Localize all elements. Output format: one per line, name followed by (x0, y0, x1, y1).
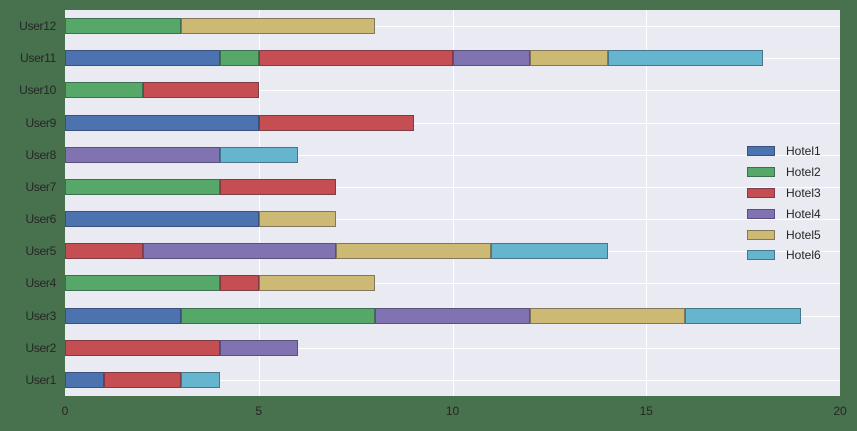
gridline-y (65, 26, 840, 27)
legend-swatch (747, 250, 775, 261)
legend-label: Hotel1 (786, 144, 821, 159)
bar-user10 (65, 82, 259, 98)
bar-segment-hotel3 (258, 50, 453, 66)
bar-segment-hotel1 (65, 115, 259, 131)
legend-label: Hotel5 (786, 227, 821, 242)
legend-label: Hotel2 (786, 165, 821, 180)
gridline-y (65, 219, 840, 220)
legend-swatch (747, 146, 775, 157)
y-tick-label: User1 (25, 372, 56, 387)
bar-user8 (65, 147, 298, 163)
legend-label: Hotel4 (786, 206, 821, 221)
x-tick-label: 5 (255, 404, 263, 418)
legend-item-hotel6: Hotel6 (747, 245, 821, 266)
bar-user7 (65, 179, 337, 195)
x-tick-label: 15 (639, 404, 653, 418)
bar-segment-hotel5 (181, 18, 375, 34)
bar-segment-hotel3 (103, 372, 182, 388)
bar-user5 (65, 243, 608, 259)
gridline-y (65, 187, 840, 188)
x-tick-label: 20 (833, 404, 847, 418)
y-tick-label: User12 (19, 19, 56, 34)
y-tick-label: User5 (25, 244, 56, 259)
bar-segment-hotel1 (65, 50, 220, 66)
y-tick-label: User10 (19, 83, 56, 98)
legend: Hotel1 Hotel2 Hotel3 Hotel4 Hotel5 Hotel6 (747, 141, 821, 266)
bar-segment-hotel2 (65, 82, 143, 98)
gridline-x (452, 10, 454, 396)
bar-segment-hotel6 (607, 50, 763, 66)
x-tick-label: 10 (445, 404, 460, 418)
bar-user3 (65, 308, 802, 324)
bar-segment-hotel3 (65, 243, 143, 259)
bar-segment-hotel4 (142, 243, 337, 259)
y-tick-label: User9 (25, 115, 56, 130)
bar-segment-hotel4 (220, 340, 298, 356)
gridline-y (65, 90, 840, 91)
legend-swatch (747, 229, 775, 240)
bar-segment-hotel6 (220, 147, 298, 163)
bar-segment-hotel4 (65, 147, 220, 163)
bar-segment-hotel5 (258, 211, 337, 227)
bar-segment-hotel6 (181, 372, 220, 388)
gridline-y (65, 283, 840, 284)
bar-segment-hotel2 (65, 275, 220, 291)
bar-segment-hotel3 (258, 115, 414, 131)
legend-item-hotel1: Hotel1 (747, 141, 821, 162)
bar-segment-hotel2 (181, 308, 375, 324)
bar-segment-hotel5 (530, 50, 608, 66)
bar-user6 (65, 211, 337, 227)
gridline-y (65, 380, 840, 381)
y-tick-label: User7 (25, 179, 56, 194)
y-tick-label: User8 (25, 147, 56, 162)
gridline-y (65, 348, 840, 349)
legend-swatch (747, 167, 775, 178)
bar-segment-hotel3 (220, 179, 337, 195)
legend-item-hotel3: Hotel3 (747, 183, 821, 204)
bar-user12 (65, 18, 375, 34)
bar-user2 (65, 340, 298, 356)
gridline-x (646, 10, 648, 396)
bar-segment-hotel2 (65, 18, 182, 34)
bar-segment-hotel5 (530, 308, 685, 324)
y-tick-label: User2 (25, 340, 56, 355)
bar-user9 (65, 115, 414, 131)
bar-segment-hotel1 (65, 211, 259, 227)
legend-item-hotel5: Hotel5 (747, 224, 821, 245)
bar-segment-hotel3 (142, 82, 259, 98)
bar-segment-hotel4 (375, 308, 530, 324)
bar-segment-hotel5 (336, 243, 492, 259)
y-tick-label: User6 (25, 212, 56, 227)
gridline-y (65, 123, 840, 124)
bar-user1 (65, 372, 220, 388)
legend-item-hotel2: Hotel2 (747, 162, 821, 183)
legend-item-hotel4: Hotel4 (747, 203, 821, 224)
bar-segment-hotel2 (220, 50, 259, 66)
bar-segment-hotel1 (65, 372, 104, 388)
y-tick-label: User11 (20, 51, 56, 66)
gridline-x (258, 10, 260, 396)
plot-area (65, 10, 840, 396)
legend-label: Hotel6 (786, 248, 821, 263)
bar-segment-hotel2 (65, 179, 220, 195)
bar-segment-hotel5 (258, 275, 375, 291)
bar-segment-hotel3 (220, 275, 259, 291)
bar-segment-hotel6 (491, 243, 608, 259)
bar-segment-hotel1 (65, 308, 182, 324)
bar-user11 (65, 50, 763, 66)
bar-segment-hotel6 (685, 308, 802, 324)
bar-segment-hotel4 (452, 50, 530, 66)
bar-user4 (65, 275, 375, 291)
y-tick-label: User3 (25, 308, 56, 323)
legend-swatch (747, 208, 775, 219)
legend-label: Hotel3 (786, 185, 821, 200)
bar-segment-hotel3 (65, 340, 220, 356)
gridline-y (65, 155, 840, 156)
x-tick-label: 0 (61, 404, 69, 418)
legend-swatch (747, 187, 775, 198)
y-tick-label: User4 (25, 276, 56, 291)
